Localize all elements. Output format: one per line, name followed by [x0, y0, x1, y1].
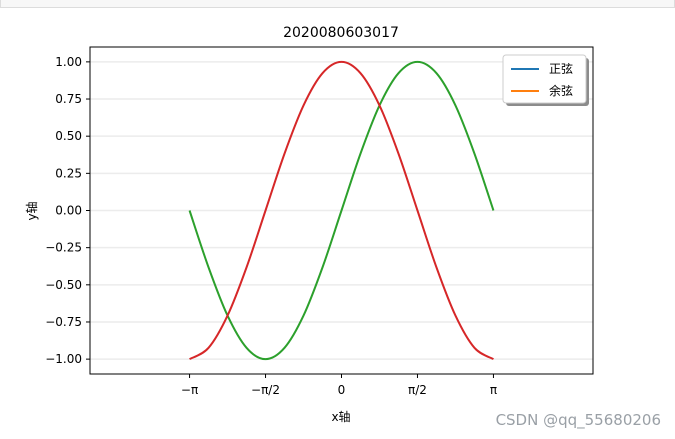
y-tick-label: 0.50 [55, 129, 82, 143]
series-line-2 [189, 60, 494, 361]
x-tick-label: −π/2 [251, 383, 280, 397]
watermark-text: CSDN @qq_55680206 [495, 411, 661, 429]
y-tick-label: −0.25 [45, 241, 82, 255]
x-tick-label: 0 [338, 383, 346, 397]
y-tick-label: 1.00 [55, 55, 82, 69]
series-line-1 [188, 60, 495, 361]
y-tick-label: −0.75 [45, 315, 82, 329]
series-lines [188, 60, 495, 361]
x-tick-label: π [490, 383, 497, 397]
legend-label: 正弦 [549, 61, 573, 76]
legend-label: 余弦 [549, 83, 573, 98]
y-tick-label: −0.50 [45, 278, 82, 292]
x-axis-label: x轴 [331, 409, 350, 424]
chart-title: 2020080603017 [283, 25, 399, 41]
y-tick-label: −1.00 [45, 352, 82, 366]
legend-box [502, 54, 587, 104]
axis-ticks: −π −π/2 0 π/2 π 1.00 0.75 0.50 0.25 0.00 −0.25 −0.5… [45, 55, 497, 397]
x-tick-label: π/2 [408, 383, 427, 397]
y-tick-label: 0.00 [55, 204, 82, 218]
y-axis-label: y轴 [24, 201, 39, 220]
y-tick-label: 0.25 [55, 166, 82, 180]
x-tick-label: −π [181, 383, 198, 397]
y-tick-label: 0.75 [55, 92, 82, 106]
